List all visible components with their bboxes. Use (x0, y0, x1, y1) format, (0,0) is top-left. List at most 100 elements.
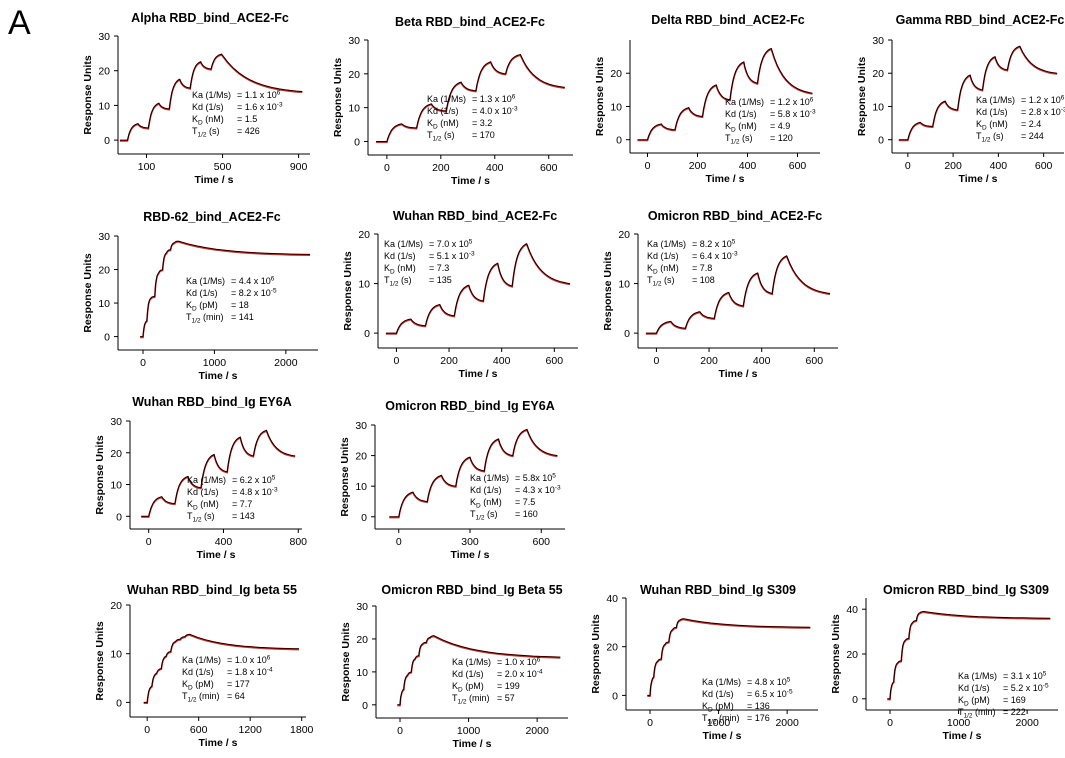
x-tick-label: 200 (700, 355, 718, 367)
kinetic-parameter: Kd (1/s) = 4.3 x 10-3 (470, 485, 561, 496)
x-tick-label: 2000 (1015, 717, 1039, 729)
chart-panel-11: Omicron RBD_bind_Ig Beta 55 0 10 20 30 0 1000 2… (340, 583, 568, 750)
y-tick-label: 30 (110, 416, 122, 428)
chart-panel-13: Omicron RBD_bind_Ig S309 0 20 40 0 1000 2000 Ti… (830, 583, 1058, 742)
x-tick-label: 0 (887, 717, 893, 729)
x-axis-label: Time / s (959, 173, 998, 185)
kinetic-parameter: T1/2 (s) = 120 (725, 133, 793, 146)
kinetic-parameter: Kd (1/s) = 6.5 x 10-5 (702, 689, 793, 700)
x-tick-label: 0 (144, 724, 150, 736)
chart-panel-5: RBD-62_bind_ACE2-Fc 0 10 20 30 0 1000 2000 Time … (82, 210, 318, 382)
kinetic-parameter: Ka (1/Ms) = 1.3 x 106 (427, 94, 516, 105)
kinetic-parameter: Kd (1/s) = 4.8 x 10-3 (187, 487, 278, 498)
chart-title: Delta RBD_bind_ACE2-Fc (651, 13, 805, 27)
x-axis-label: Time / s (451, 175, 490, 187)
y-tick-label: 10 (110, 480, 122, 492)
kinetic-parameter: T1/2 (min) = 64 (182, 691, 245, 704)
chart-panel-1: Alpha RBD_bind_ACE2-Fc 0 10 20 30 100 500 900 Ti… (82, 11, 310, 186)
kinetic-parameter: Kd (1/s) = 4.0 x 10-3 (427, 106, 518, 117)
y-tick-label: 0 (624, 328, 630, 340)
y-tick-label: 10 (618, 279, 630, 291)
x-tick-label: 200 (689, 160, 707, 172)
kinetic-parameter: Ka (1/Ms) = 1.0 x 106 (452, 657, 541, 668)
y-tick-label: 20 (618, 229, 630, 241)
x-tick-label: 0 (647, 717, 653, 729)
y-axis-label: Response Units (332, 58, 344, 138)
x-tick-label: 200 (440, 355, 458, 367)
y-tick-label: 0 (104, 332, 110, 344)
fit-trace (389, 428, 558, 518)
y-tick-label: 10 (358, 279, 370, 291)
x-tick-label: 0 (384, 162, 390, 174)
y-tick-label: 20 (110, 600, 122, 612)
y-tick-label: 0 (616, 135, 622, 147)
x-tick-label: 200 (944, 160, 962, 172)
kinetic-parameter: Kd (1/s) = 5.1 x 10-3 (384, 251, 475, 262)
x-tick-label: 600 (1035, 160, 1053, 172)
x-tick-label: 1800 (290, 724, 314, 736)
fit-trace (119, 53, 303, 141)
x-tick-label: 400 (215, 536, 233, 548)
y-tick-label: 0 (364, 328, 370, 340)
y-tick-label: 20 (610, 68, 622, 80)
x-tick-label: 0 (905, 160, 911, 172)
kinetic-parameter: T1/2 (s) = 143 (187, 511, 255, 524)
y-axis-label: Response Units (339, 437, 351, 517)
chart-panel-12: Wuhan RBD_bind_Ig S309 0 20 40 0 1000 2000 Time… (590, 583, 818, 742)
x-axis-label: Time / s (199, 737, 238, 749)
kinetic-parameter: T1/2 (s) = 244 (976, 131, 1044, 144)
chart-panel-2: Beta RBD_bind_ACE2-Fc 0 10 20 30 0 200 400 600 Ti… (332, 15, 573, 187)
y-tick-label: 20 (358, 229, 370, 241)
y-axis-label: Response Units (594, 57, 606, 137)
kinetic-parameter: T1/2 (s) = 135 (384, 275, 452, 288)
kinetic-parameter: T1/2 (s) = 160 (470, 509, 538, 522)
kinetic-parameter: T1/2 (min) = 176 (702, 713, 770, 726)
fit-trace (141, 429, 296, 517)
y-tick-label: 20 (606, 642, 618, 654)
x-tick-label: 600 (806, 355, 824, 367)
chart-title: RBD-62_bind_ACE2-Fc (143, 210, 281, 224)
kinetic-parameter: Kd (1/s) = 2.0 x 10-4 (452, 669, 543, 680)
y-tick-label: 30 (356, 601, 368, 613)
kinetic-parameter: T1/2 (min) = 57 (452, 693, 515, 706)
kinetic-parameter: Ka (1/Ms) = 1.1 x 106 (192, 90, 281, 101)
kinetic-parameter: KD (nM) = 7.5 (470, 497, 535, 510)
data-trace (143, 634, 300, 704)
x-tick-label: 500 (214, 161, 232, 173)
kinetic-parameter: KD (nM) = 7.8 (647, 263, 712, 276)
x-axis-label: Time / s (459, 368, 498, 380)
y-tick-label: 30 (98, 31, 110, 43)
x-tick-label: 0 (146, 536, 152, 548)
x-tick-label: 400 (486, 162, 504, 174)
kinetic-parameter: T1/2 (min) = 141 (186, 312, 254, 325)
kinetic-parameter: KD (pM) = 136 (702, 701, 770, 714)
y-tick-label: 30 (98, 231, 110, 243)
kinetic-parameter: Ka (1/Ms) = 1.2 x 106 (976, 95, 1065, 106)
chart-title: Wuhan RBD_bind_Ig beta 55 (127, 583, 297, 597)
chart-title: Wuhan RBD_bind_Ig S309 (640, 583, 796, 597)
y-tick-label: 0 (104, 135, 110, 147)
kinetic-parameter: KD (nM) = 3.2 (427, 118, 492, 131)
kinetic-parameter: KD (nM) = 7.3 (384, 263, 449, 276)
y-axis-label: Response Units (602, 251, 614, 331)
fit-trace (898, 45, 1058, 141)
x-tick-label: 200 (432, 162, 450, 174)
kinetic-parameter: KD (nM) = 1.5 (192, 114, 257, 127)
y-tick-label: 0 (878, 135, 884, 147)
y-axis-label: Response Units (342, 251, 354, 331)
x-tick-label: 900 (290, 161, 308, 173)
kinetic-parameter: T1/2 (s) = 108 (647, 275, 715, 288)
y-tick-label: 20 (98, 265, 110, 277)
kinetic-parameter: Ka (1/Ms) = 8.2 x 105 (647, 239, 736, 250)
y-axis-label: Response Units (340, 622, 352, 702)
fit-trace (647, 618, 811, 696)
y-tick-label: 10 (110, 649, 122, 661)
panel-letter: A (8, 4, 31, 42)
x-tick-label: 300 (461, 536, 479, 548)
kinetic-parameter: KD (pM) = 177 (182, 679, 250, 692)
kinetic-parameter: Kd (1/s) = 8.2 x 10-5 (186, 288, 277, 299)
x-tick-label: 0 (397, 725, 403, 737)
y-tick-label: 20 (348, 69, 360, 81)
